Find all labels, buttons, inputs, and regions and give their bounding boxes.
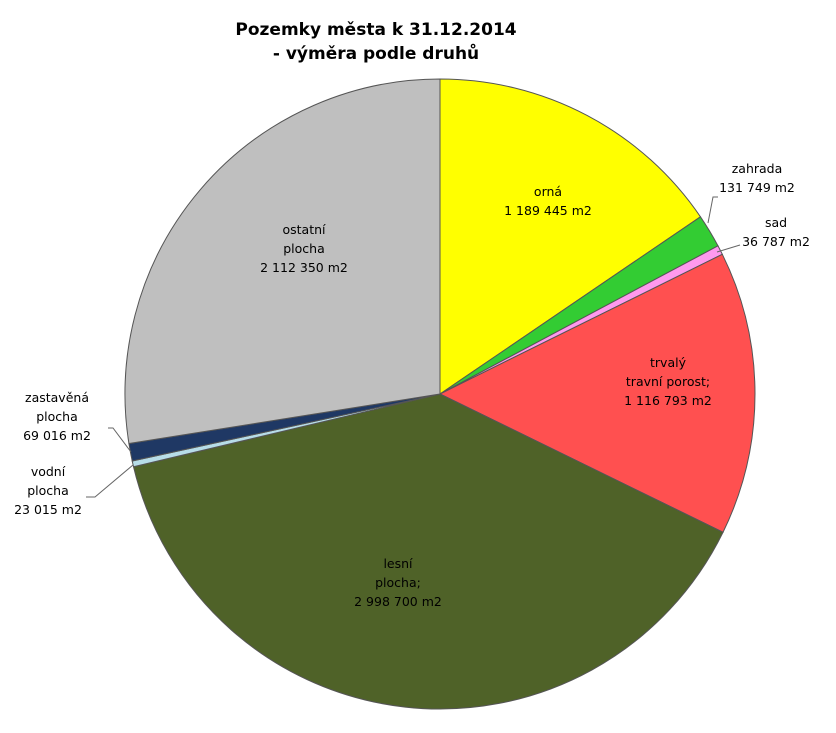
- slice-label-trvaly-travni-porost: trvalý travní porost; 1 116 793 m2: [624, 355, 712, 408]
- pie-slice-ostatni-plocha: [124, 78, 441, 445]
- slice-label-sad: sad 36 787 m2: [742, 215, 810, 249]
- slice-label-lesni-plocha: lesní plocha; 2 998 700 m2: [354, 556, 442, 609]
- slice-label-line: 69 016 m2: [23, 428, 91, 443]
- leader-line-zahrada: [707, 196, 718, 224]
- slice-label-line: 2 998 700 m2: [354, 594, 442, 609]
- slice-label-line: 1 116 793 m2: [624, 393, 712, 408]
- slice-label-zastavena-plocha: zastavěná plocha 69 016 m2: [23, 390, 91, 443]
- slice-label-line: vodní: [31, 464, 66, 479]
- leader-lines: [86, 196, 741, 498]
- chart-subtitle: - výměra podle druhů: [273, 42, 479, 64]
- slice-label-line: 2 112 350 m2: [260, 260, 348, 275]
- pie-slice-trvaly-travni-porost: [438, 253, 756, 533]
- pie-slice-orna: [439, 78, 702, 395]
- slice-label-line: plocha: [283, 241, 325, 256]
- slice-label-line: lesní: [383, 556, 413, 571]
- slice-labels: orná 1 189 445 m2 zahrada 131 749 m2 sad 36 7…: [14, 161, 810, 609]
- slice-label-line: orná: [534, 184, 562, 199]
- chart-title: Pozemky města k 31.12.2014: [235, 20, 516, 40]
- slice-label-orna: orná 1 189 445 m2: [504, 184, 592, 218]
- slice-label-line: zahrada: [732, 161, 783, 176]
- slice-label-line: zastavěná: [25, 390, 89, 405]
- slice-label-line: 131 749 m2: [719, 180, 795, 195]
- slice-label-zahrada: zahrada 131 749 m2: [719, 161, 795, 195]
- leader-line-vodni-plocha: [86, 464, 134, 498]
- slice-label-line: trvalý: [650, 355, 687, 370]
- leader-line-sad: [716, 244, 741, 253]
- slice-label-line: 23 015 m2: [14, 502, 82, 517]
- slice-label-ostatni-plocha: ostatní plocha 2 112 350 m2: [260, 222, 348, 275]
- slice-label-line: ostatní: [282, 222, 326, 237]
- pie-slices: [124, 78, 756, 710]
- slice-label-line: travní porost;: [626, 374, 710, 389]
- slice-label-vodni-plocha: vodní plocha 23 015 m2: [14, 464, 82, 517]
- pie-slice-lesni-plocha: [132, 393, 724, 710]
- slice-label-line: 1 189 445 m2: [504, 203, 592, 218]
- slice-label-line: 36 787 m2: [742, 234, 810, 249]
- slice-label-line: sad: [765, 215, 787, 230]
- slice-label-line: plocha: [27, 483, 69, 498]
- slice-label-line: plocha: [36, 409, 78, 424]
- leader-line-zastavena-plocha: [108, 427, 132, 453]
- slice-label-line: plocha;: [375, 575, 421, 590]
